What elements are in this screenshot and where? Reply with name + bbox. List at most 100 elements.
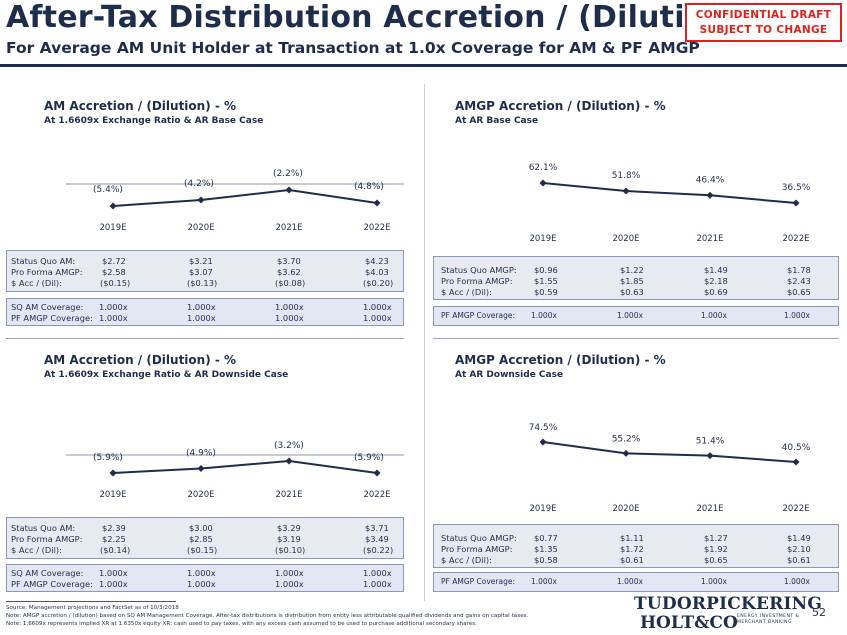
data-label: (5.9%)	[93, 453, 123, 463]
x-tick-label: 2019E	[529, 504, 556, 514]
tagline-line-2: MERCHANT BANKING	[737, 619, 792, 625]
table-amgp-down: Status Quo AMGP: $0.77 $1.11 $1.27 $1.49…	[433, 524, 839, 568]
data-point	[706, 191, 714, 199]
row-label: PF AMGP Coverage:	[11, 313, 93, 323]
table-row: Status Quo AM: $2.39 $3.00 $3.29 $3.71	[7, 523, 403, 534]
cell-value: 1.000x	[99, 568, 128, 578]
cell-value: ($0.08)	[275, 278, 306, 288]
cell-value: $0.61	[787, 555, 811, 565]
table-row: $ Acc / (Dil): $0.59 $0.63 $0.69 $0.65	[434, 287, 838, 298]
cell-value: $1.27	[704, 533, 728, 543]
cell-value: $1.92	[704, 544, 728, 554]
cell-value: $0.96	[534, 265, 558, 275]
cell-value: 1.000x	[363, 302, 392, 312]
data-label: 55.2%	[612, 434, 641, 444]
table-row: PF AMGP Coverage: 1.000x 1.000x 1.000x 1…	[434, 577, 838, 588]
tagline-line-1: ENERGY INVESTMENT &	[737, 614, 800, 619]
table-row: Status Quo AMGP: $0.77 $1.11 $1.27 $1.49	[434, 533, 838, 544]
cell-value: $2.25	[102, 534, 126, 544]
cell-value: ($0.14)	[100, 545, 131, 555]
x-tick-label: 2019E	[529, 234, 556, 244]
coverage-table-amgp-base: PF AMGP Coverage: 1.000x 1.000x 1.000x 1…	[433, 306, 839, 326]
x-tick-label: 2021E	[275, 490, 302, 500]
table-row: $ Acc / (Dil): ($0.15) ($0.13) ($0.08) (…	[7, 278, 403, 289]
cell-value: $1.78	[787, 265, 811, 275]
data-label: (5.9%)	[354, 453, 384, 463]
left-section-divider	[6, 338, 404, 339]
cell-value: $1.49	[704, 265, 728, 275]
table-row: Pro Forma AMGP: $2.58 $3.07 $3.62 $4.03	[7, 267, 403, 278]
cell-value: $0.58	[534, 555, 558, 565]
data-point	[109, 202, 117, 210]
row-label: Status Quo AM:	[11, 523, 76, 533]
x-tick-label: 2019E	[99, 223, 126, 233]
coverage-table-am-base: SQ AM Coverage: 1.000x 1.000x 1.000x 1.0…	[6, 298, 404, 326]
data-label: 74.5%	[529, 423, 558, 433]
data-label: (3.2%)	[274, 441, 304, 451]
cell-value: $3.29	[277, 523, 301, 533]
confidential-line-1: CONFIDENTIAL DRAFT	[695, 9, 832, 21]
cell-value: $2.58	[102, 267, 126, 277]
series-line	[542, 182, 797, 204]
cell-value: $0.61	[620, 555, 644, 565]
page-title: After-Tax Distribution Accretion / (Dilu…	[6, 0, 741, 35]
data-point	[197, 196, 205, 204]
x-tick-label: 2021E	[696, 234, 723, 244]
cell-value: ($0.15)	[100, 278, 131, 288]
panel-title: AMGP Accretion / (Dilution) - %	[455, 99, 666, 113]
data-point	[109, 469, 117, 477]
data-label: 51.8%	[612, 171, 641, 181]
cell-value: 1.000x	[99, 313, 128, 323]
table-row: Pro Forma AMGP: $2.25 $2.85 $3.19 $3.49	[7, 534, 403, 545]
cell-value: 1.000x	[275, 302, 304, 312]
cell-value: $3.07	[189, 267, 213, 277]
cell-value: 1.000x	[187, 313, 216, 323]
cell-value: $1.85	[620, 276, 644, 286]
header-rule	[0, 64, 847, 67]
data-point	[373, 469, 381, 477]
cell-value: $3.70	[277, 256, 301, 266]
vertical-divider	[424, 84, 425, 601]
row-label: $ Acc / (Dil):	[441, 287, 492, 297]
cell-value: 1.000x	[784, 577, 810, 586]
series-line	[112, 459, 378, 474]
table-row: PF AMGP Coverage: 1.000x 1.000x 1.000x 1…	[7, 313, 403, 324]
data-point	[373, 199, 381, 207]
table-row: SQ AM Coverage: 1.000x 1.000x 1.000x 1.0…	[7, 302, 403, 313]
row-label: Status Quo AMGP:	[441, 533, 517, 543]
page-number: 52	[812, 606, 826, 619]
data-point	[285, 457, 293, 465]
cell-value: $4.23	[365, 256, 389, 266]
data-point	[622, 449, 630, 457]
cell-value: $0.69	[704, 287, 728, 297]
cell-value: $1.22	[620, 265, 644, 275]
row-label: PF AMGP Coverage:	[441, 577, 516, 586]
x-tick-label: 2022E	[782, 234, 809, 244]
data-point	[539, 179, 547, 187]
x-tick-label: 2021E	[275, 223, 302, 233]
data-label: 40.5%	[782, 443, 811, 453]
x-tick-label: 2020E	[612, 234, 639, 244]
data-point	[792, 458, 800, 466]
cell-value: 1.000x	[531, 577, 557, 586]
data-label: (4.2%)	[184, 179, 214, 189]
cell-value: $2.39	[102, 523, 126, 533]
x-tick-label: 2021E	[696, 504, 723, 514]
panel-subtitle: At 1.6609x Exchange Ratio & AR Downside …	[44, 370, 289, 380]
company-logo-tagline: ENERGY INVESTMENT & MERCHANT BANKING	[737, 614, 799, 625]
row-label: Status Quo AMGP:	[441, 265, 517, 275]
cell-value: $2.72	[102, 256, 126, 266]
confidential-line-2: SUBJECT TO CHANGE	[699, 24, 828, 36]
table-row: $ Acc / (Dil): $0.58 $0.61 $0.65 $0.61	[434, 555, 838, 566]
cell-value: 1.000x	[363, 313, 392, 323]
confidential-stamp: CONFIDENTIAL DRAFT SUBJECT TO CHANGE	[685, 3, 842, 42]
cell-value: 1.000x	[275, 568, 304, 578]
data-point	[622, 187, 630, 195]
cell-value: $3.00	[189, 523, 213, 533]
x-tick-label: 2022E	[782, 504, 809, 514]
table-row: Pro Forma AMGP: $1.35 $1.72 $1.92 $2.10	[434, 544, 838, 555]
cell-value: $0.77	[534, 533, 558, 543]
row-label: Pro Forma AMGP:	[11, 267, 83, 277]
panel-subtitle: At AR Base Case	[455, 116, 539, 126]
